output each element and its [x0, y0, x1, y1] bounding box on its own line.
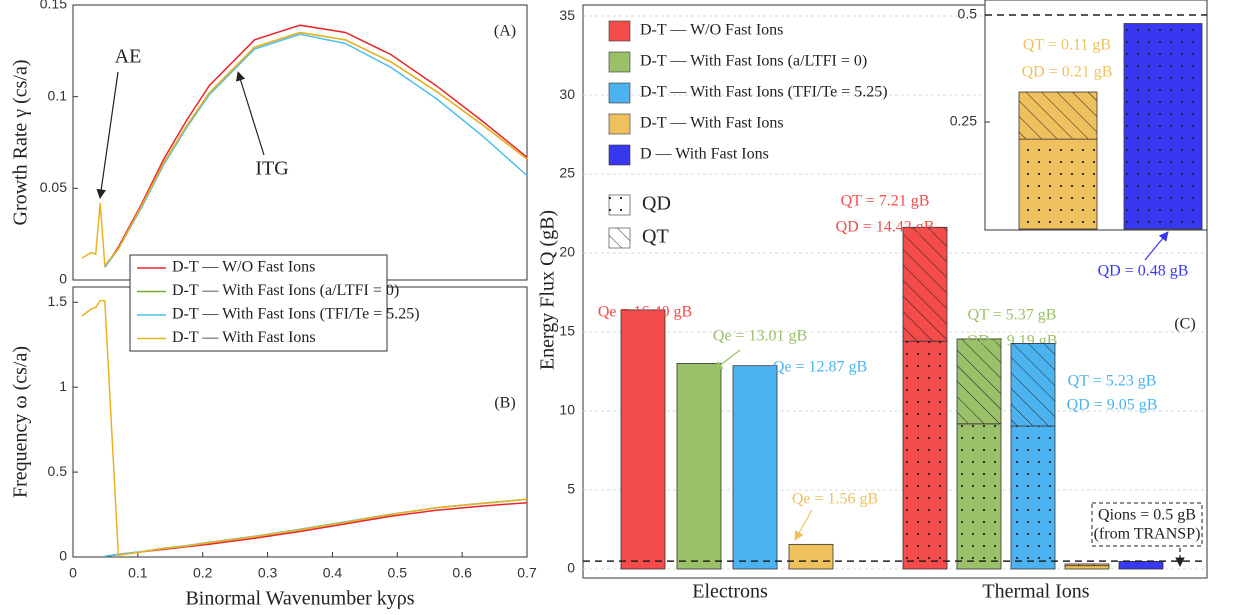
bar-segment-pattern: [957, 338, 1001, 424]
reference-label: Qions = 0.5 gB: [1098, 507, 1196, 524]
x-tick-label: 0.3: [258, 565, 278, 581]
x-axis-label: Binormal Wavenumber kyρs: [185, 588, 414, 610]
series-line: [104, 33, 528, 268]
inset-bar-pattern: [1019, 92, 1097, 140]
y-axis-label: Growth Rate γ (cs/a): [10, 59, 32, 225]
x-tick-label: 0.6: [452, 565, 472, 581]
legend-label: D — With Fast Ions: [640, 146, 769, 163]
inset-bar-pattern: [1124, 23, 1202, 230]
legend-swatch: [608, 144, 631, 166]
pattern-swatch: [608, 227, 631, 249]
x-tick-label: 0: [69, 565, 77, 581]
value-label: QD = 0.48 gB: [1098, 263, 1189, 280]
legend-label: D-T — With Fast Ions: [640, 115, 784, 132]
value-label: Qe = 12.87 gB: [773, 359, 867, 376]
y-axis-label: Frequency ω (cs/a): [10, 346, 32, 498]
series-line: [81, 31, 528, 268]
bar-segment-pattern: [1065, 565, 1109, 569]
bar-segment-pattern: [903, 341, 947, 569]
plot-area: [72, 4, 528, 281]
bar: [676, 363, 722, 570]
pattern-label: QD: [642, 193, 671, 215]
y-tick-label: 1.5: [48, 293, 68, 309]
y-tick-label: 0.05: [40, 179, 67, 195]
inset-y-tick-label: 0.25: [950, 113, 977, 129]
legend-label: D-T — With Fast Ions (TFI/Te = 5.25): [172, 306, 420, 323]
bar-segment-pattern: [1119, 561, 1163, 569]
y-tick-label: 35: [559, 7, 575, 23]
y-tick-label: 0: [567, 560, 575, 576]
value-label: QT = 7.21 gB: [841, 193, 930, 210]
y-axis-label: Energy Flux Q (gB): [537, 210, 559, 370]
legend-label: D-T — W/O Fast Ions: [172, 259, 315, 276]
category-label: Electrons: [692, 581, 768, 603]
legend-label: D-T — With Fast Ions: [172, 329, 316, 346]
value-label: QT = 5.37 gB: [968, 307, 1057, 324]
arrow: [713, 349, 741, 371]
pattern-swatch: [608, 194, 631, 216]
legend-box: [129, 254, 388, 352]
legend-label: D-T — With Fast Ions (a/LTFI = 0): [640, 53, 867, 70]
panel-label: (C): [1174, 316, 1195, 333]
x-tick-label: 0.1: [128, 565, 148, 581]
legend-label: D-T — W/O Fast Ions: [640, 22, 783, 39]
y-tick-label: 5: [567, 481, 575, 497]
legend-label: D-T — With Fast Ions (TFI/Te = 5.25): [640, 84, 888, 101]
y-tick-label: 0: [59, 271, 67, 287]
pattern-label: QT: [642, 226, 669, 248]
arrow: [96, 71, 119, 199]
y-tick-label: 10: [559, 402, 575, 418]
category-label: Thermal Ions: [982, 581, 1089, 603]
bar-segment-pattern: [903, 227, 947, 342]
legend-swatch: [608, 51, 631, 73]
value-label: Qe = 1.56 gB: [792, 491, 878, 508]
inset-y-tick-label: 0.5: [958, 6, 978, 22]
value-label: Qe = 16.40 gB: [598, 304, 692, 321]
value-label: QD = 14.42 gB: [836, 219, 935, 236]
x-tick-label: 0.4: [323, 565, 343, 581]
legend-swatch: [608, 113, 631, 135]
value-label: Qe = 13.01 gB: [713, 328, 807, 345]
bar-segment-pattern: [1065, 563, 1109, 566]
reference-source: (from TRANSP): [1094, 526, 1201, 543]
arrow: [1144, 231, 1169, 261]
annotation: AE: [115, 46, 142, 68]
y-tick-label: 0.1: [48, 87, 68, 103]
arrow: [236, 71, 265, 156]
bar-segment-pattern: [1011, 426, 1055, 569]
legend-swatch: [608, 20, 631, 42]
panel-label: (A): [494, 23, 516, 40]
y-tick-label: 20: [559, 244, 575, 260]
y-tick-label: 30: [559, 86, 575, 102]
y-tick-label: 1: [59, 378, 67, 394]
series-line: [104, 24, 528, 268]
value-label: QD = 0.21 gB: [1022, 64, 1113, 81]
bar-segment-pattern: [1011, 343, 1055, 427]
value-label: QT = 0.11 gB: [1023, 37, 1111, 54]
y-tick-label: 0: [59, 548, 67, 564]
panel-label: (B): [494, 395, 515, 412]
x-tick-label: 0.7: [517, 565, 537, 581]
reference-box: [1091, 502, 1203, 547]
y-tick-label: 0.5: [48, 463, 68, 479]
bar: [732, 365, 778, 570]
bar: [620, 309, 666, 570]
value-label: QD = 9.05 gB: [1067, 397, 1158, 414]
bar: [788, 543, 834, 570]
bar-segment-pattern: [957, 423, 1001, 569]
arrow: [794, 509, 813, 541]
y-tick-label: 15: [559, 323, 575, 339]
legend-label: D-T — With Fast Ions (a/LTFI = 0): [172, 282, 399, 299]
legend-swatch: [608, 82, 631, 104]
y-tick-label: 25: [559, 165, 575, 181]
x-tick-label: 0.2: [193, 565, 213, 581]
value-label: QT = 5.23 gB: [1068, 373, 1157, 390]
y-tick-label: 0.15: [40, 0, 67, 12]
annotation: ITG: [255, 158, 288, 180]
inset-bar-pattern: [1019, 139, 1097, 229]
x-tick-label: 0.5: [388, 565, 408, 581]
series-line: [81, 299, 528, 557]
